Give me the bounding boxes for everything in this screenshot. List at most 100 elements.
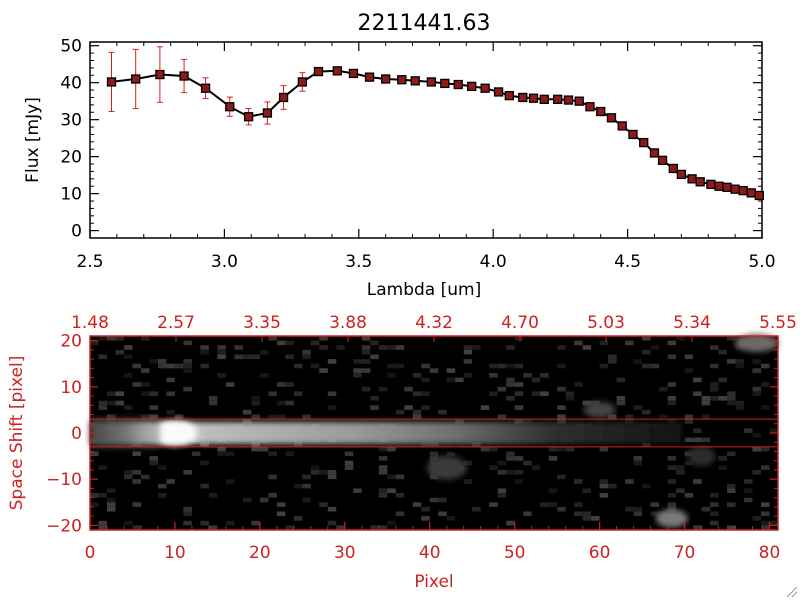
x-tick-label: 3.5 [345,252,372,272]
noise-pixel [327,391,337,396]
noise-pixel [693,428,702,433]
noise-pixel [540,373,549,378]
noise-pixel [633,456,643,461]
noise-pixel [200,520,209,526]
noise-pixel [276,414,286,420]
noise-pixel [124,405,133,410]
noise-pixel [370,354,379,360]
noise-pixel [353,373,362,378]
noise-pixel [378,488,388,493]
noise-pixel [276,382,286,387]
noise-pixel [710,511,719,517]
noise-pixel [319,336,328,341]
noise-pixel [642,442,651,447]
noise-pixel [251,446,260,452]
data-point [553,94,563,104]
noise-pixel [557,345,566,350]
wavelength-tick-label: 3.88 [329,313,367,333]
noise-pixel [676,465,685,470]
noise-pixel [718,377,727,383]
noise-pixel [217,345,226,350]
noise-pixel [531,377,541,383]
noise-pixel [659,386,668,392]
noise-pixel [540,391,549,396]
noise-pixel [412,414,422,420]
noise-pixel [107,488,116,493]
noise-pixel [361,359,371,364]
data-point [397,75,407,85]
noise-pixel [557,474,566,480]
noise-pixel [166,363,175,369]
noise-pixel [183,363,192,369]
noise-pixel [735,405,744,410]
noise-pixel [761,405,770,410]
noise-pixel [574,511,583,517]
noise-pixel [327,520,337,526]
noise-pixel [752,433,761,438]
noise-pixel [506,520,515,526]
space-shift-tick-label: 10 [60,378,82,398]
noise-pixel [183,506,192,512]
noise-pixel [310,465,320,470]
noise-pixel [429,497,439,503]
noise-pixel [421,516,430,521]
noise-pixel [438,497,447,503]
noise-pixel [132,525,141,530]
noise-pixel [523,419,532,424]
data-point [364,72,375,82]
resize-grip-icon[interactable] [784,584,798,598]
noise-pixel [200,442,209,447]
noise-pixel [633,460,643,466]
noise-pixel [497,414,507,420]
noise-pixel [107,502,116,507]
noise-pixel [701,400,711,406]
noise-pixel [599,363,609,369]
data-point [639,137,649,148]
x-tick-label: 3.0 [211,252,238,272]
noise-pixel [268,414,277,420]
noise-pixel [302,349,311,355]
noise-pixel [378,345,388,350]
data-point [243,112,254,122]
noise-pixel [107,497,116,503]
noise-pixel [387,520,396,526]
noise-pixel [242,497,252,503]
noise-pixel [158,483,167,489]
data-point [313,66,324,77]
noise-pixel [387,363,396,369]
bottom-y-axis-label: Space Shift [pixel] [7,356,27,511]
noise-pixel [158,363,167,369]
noise-pixel [463,479,473,484]
noise-pixel [752,386,761,392]
noise-pixel [353,368,362,373]
noise-pixel [701,437,711,443]
noise-pixel [395,474,405,480]
noise-pixel [650,511,660,517]
data-point [738,186,748,196]
noise-pixel [217,446,226,452]
noise-pixel [667,354,677,360]
noise-pixel [115,391,124,396]
noise-pixel [395,345,405,350]
noise-pixel [489,363,498,369]
noise-pixel [667,419,677,424]
noise-pixel [710,363,719,369]
noise-pixel [625,506,634,512]
wavelength-tick-label: 5.03 [587,313,625,333]
noise-pixel [98,400,107,406]
noise-pixel [412,391,422,396]
noise-pixel [124,373,133,378]
noise-pixel [141,414,150,420]
noise-pixel [98,405,107,410]
noise-pixel [183,359,192,364]
noise-pixel [489,391,498,396]
noise-pixel [667,465,677,470]
noise-pixel [514,391,524,396]
noise-pixel [514,479,524,484]
noise-pixel [565,391,575,396]
noise-pixel [395,409,405,415]
noise-pixel [124,470,133,475]
noise-pixel [395,493,405,498]
noise-pixel [166,391,175,396]
noise-pixel [616,377,626,383]
